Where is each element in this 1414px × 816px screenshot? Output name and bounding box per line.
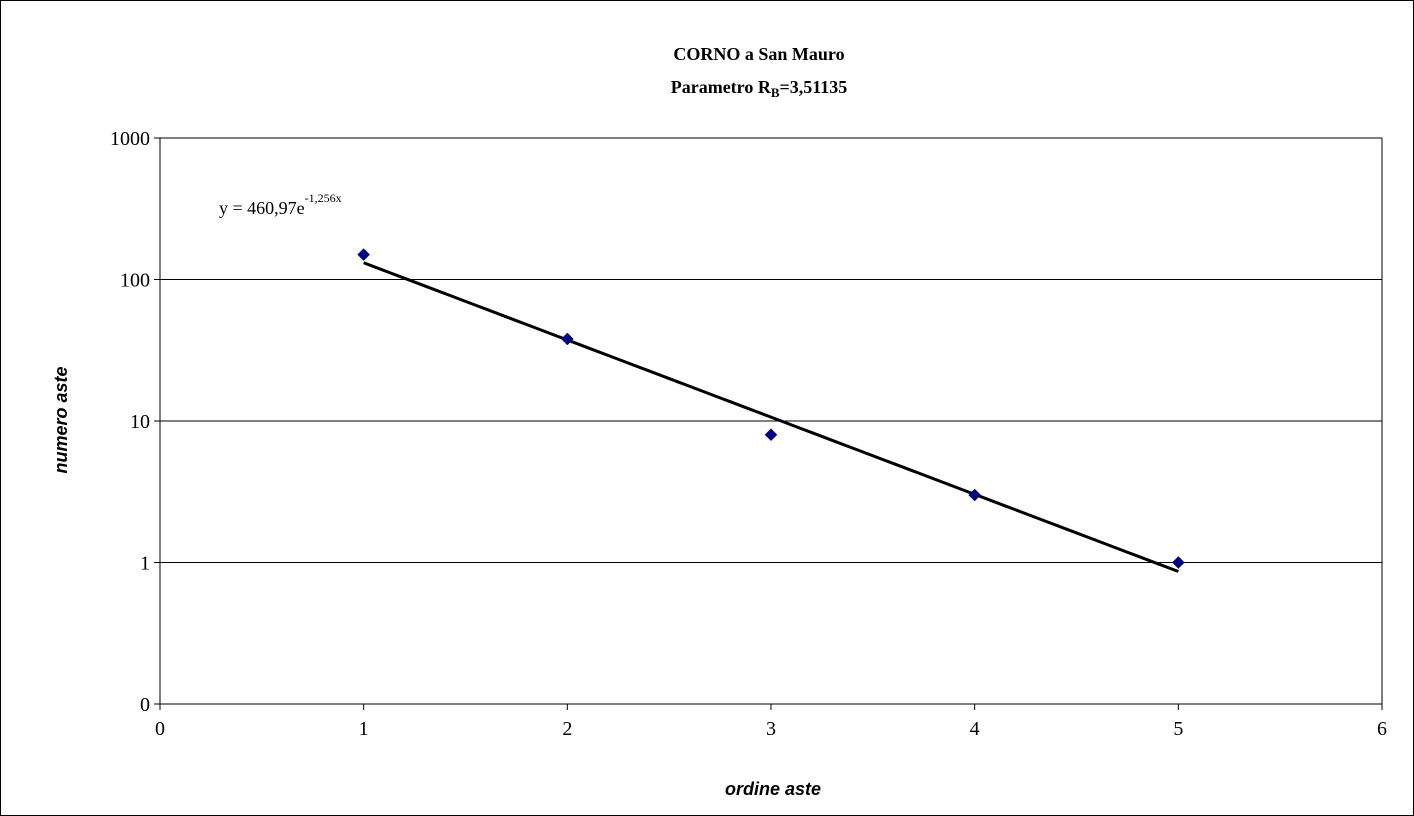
x-tick-label: 6 <box>1377 718 1387 740</box>
x-tick-label: 3 <box>766 718 776 740</box>
x-tick-label: 5 <box>1173 718 1183 740</box>
x-axis-title: ordine aste <box>725 779 821 799</box>
trendline <box>363 261 1179 573</box>
gridlines <box>160 137 1383 704</box>
chart-subtitle: Parametro RB=3,51135 <box>671 77 848 100</box>
chart-title: CORNO a San Mauro <box>673 44 844 64</box>
data-point <box>968 488 982 502</box>
data-points <box>357 248 1185 569</box>
subtitle-suffix: =3,51135 <box>780 77 848 97</box>
equation-base: y = 460,97e <box>219 198 305 218</box>
y-tick-label: 1 <box>140 553 150 575</box>
axes: 0 1 10 100 1000 0 1 2 3 4 5 6 <box>110 128 1387 740</box>
x-tick-label: 4 <box>970 718 980 740</box>
data-point <box>1171 556 1185 569</box>
y-axis-title: numero aste <box>51 366 71 473</box>
x-tick-label: 0 <box>155 718 165 740</box>
y-tick-label: 0 <box>140 694 150 716</box>
y-tick-label: 100 <box>120 270 150 292</box>
trendline-equation: y = 460,97e-1,256x <box>219 191 342 218</box>
y-tick-label: 1000 <box>110 128 150 150</box>
subtitle-subscript: B <box>771 85 780 100</box>
data-point <box>357 248 371 261</box>
x-tick-label: 1 <box>359 718 369 740</box>
x-tick-label: 2 <box>562 718 572 740</box>
equation-exponent: -1,256x <box>305 191 342 205</box>
data-point <box>560 332 574 346</box>
subtitle-prefix: Parametro R <box>671 77 772 97</box>
trendline-layer <box>363 261 1179 573</box>
data-point <box>764 428 778 442</box>
y-tick-label: 10 <box>130 411 150 433</box>
